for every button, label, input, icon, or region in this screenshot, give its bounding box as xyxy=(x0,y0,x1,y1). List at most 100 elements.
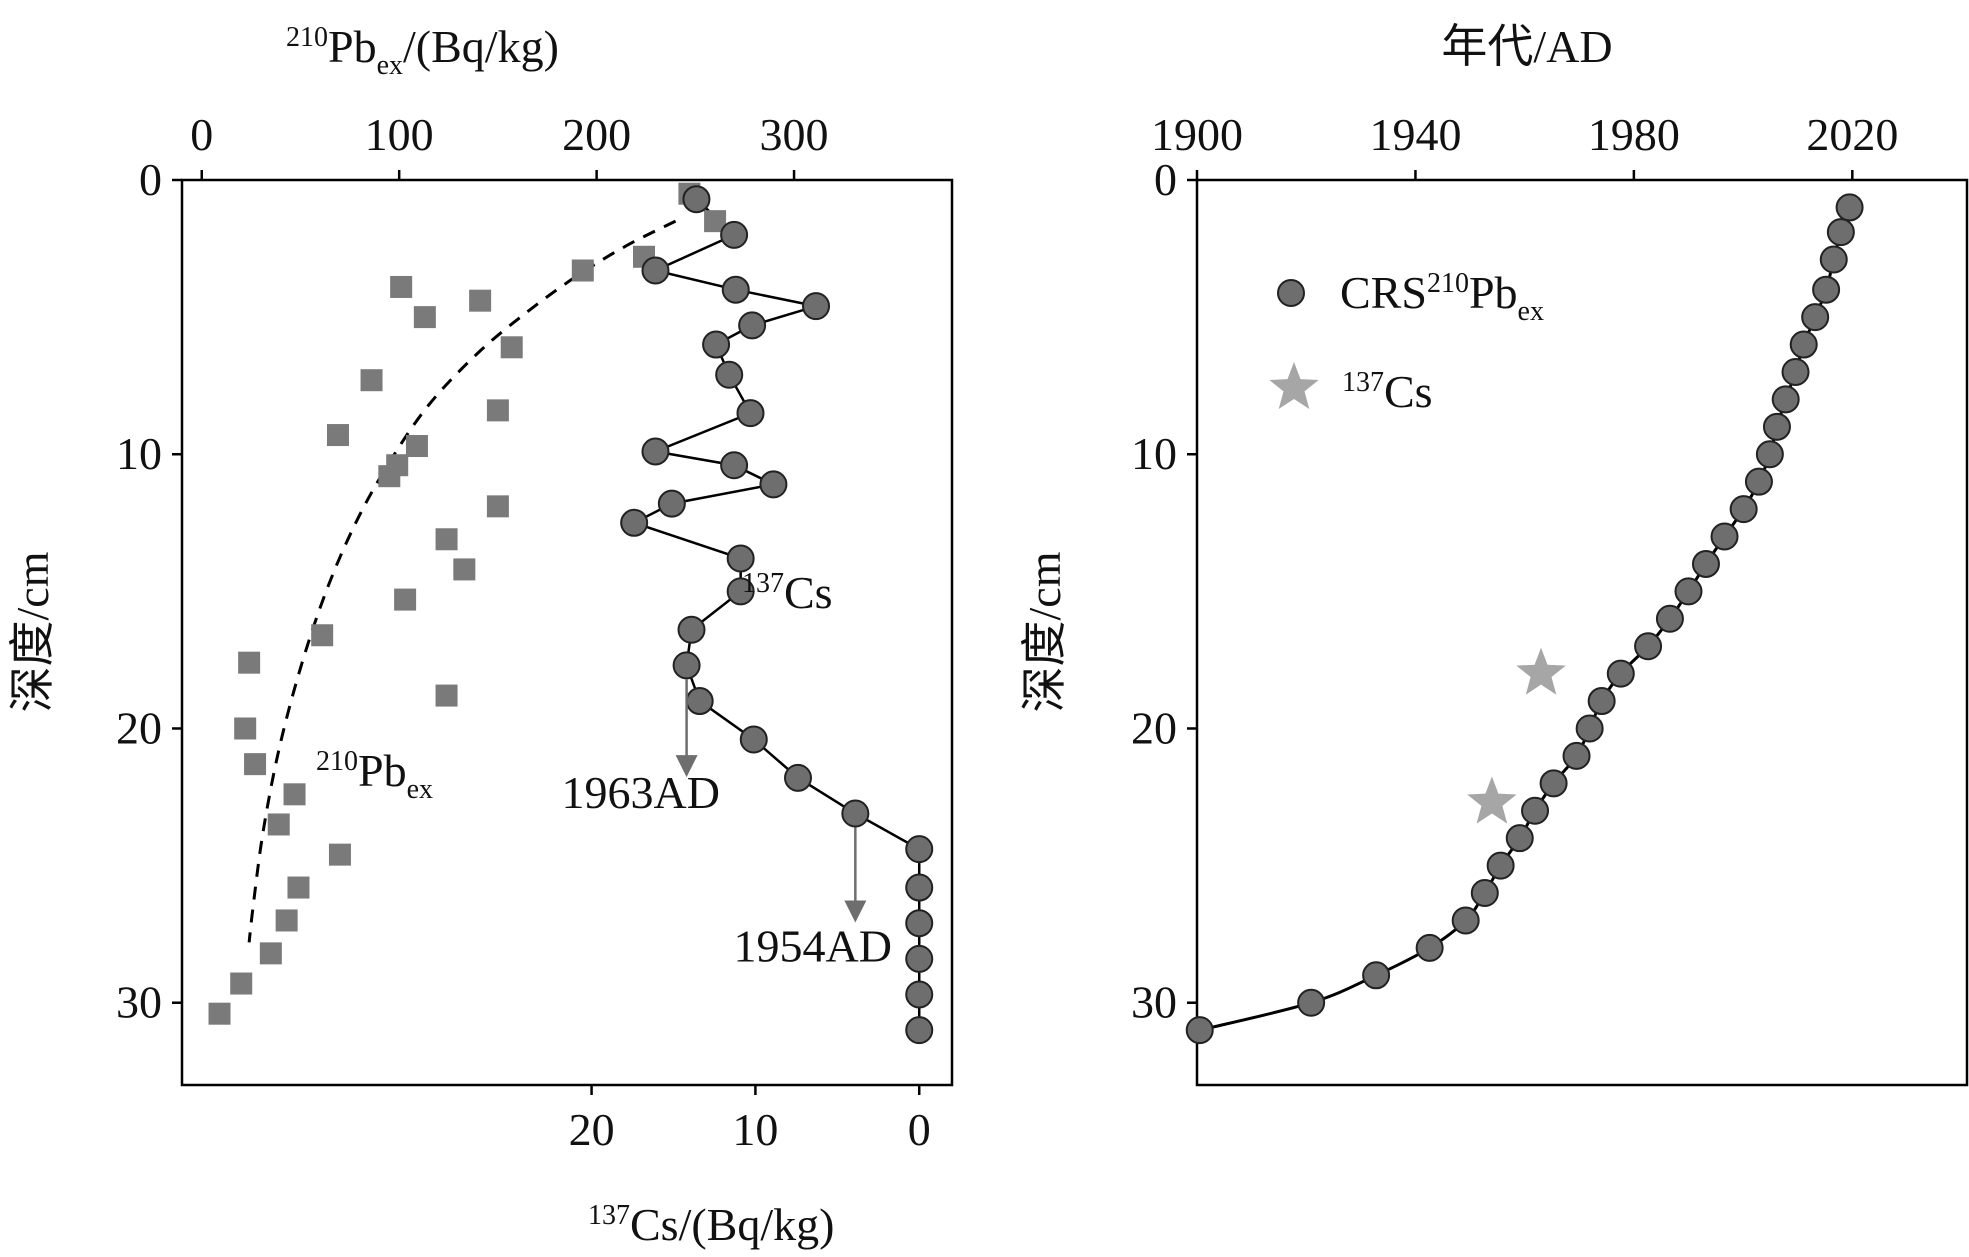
right-depth-tick-label: 0 xyxy=(1154,154,1177,205)
left-top-axis-title-base: Pb xyxy=(328,21,377,72)
pb210-point xyxy=(378,465,401,488)
crs210-point xyxy=(1826,218,1855,247)
crs210-point xyxy=(1744,467,1773,496)
cs137-series-label: 137Cs xyxy=(742,567,833,618)
crs210-point xyxy=(1575,714,1604,743)
pb210-point xyxy=(287,876,310,899)
crs210-point xyxy=(1729,495,1758,524)
crs210-point xyxy=(1812,275,1841,304)
crs210-point xyxy=(1562,741,1591,770)
legend-crs-label-base2: Pb xyxy=(1469,267,1518,318)
right-legend: CRS210Pbex 137Cs xyxy=(1269,267,1544,417)
left-bottom-tick-label: 20 xyxy=(569,1104,615,1155)
crs210-point xyxy=(1451,906,1480,935)
legend-cs-label: 137Cs xyxy=(1342,366,1433,417)
cs137-point xyxy=(905,1016,934,1045)
left-bottom-axis-ticks: 20 10 0 xyxy=(569,1085,931,1155)
right-depth-tick-label: 10 xyxy=(1131,428,1177,479)
pb210-point xyxy=(267,813,290,836)
cs137-point xyxy=(739,725,768,754)
annot-1963ad: 1963AD xyxy=(561,767,719,818)
crs210-point xyxy=(1771,385,1800,414)
cs137-point xyxy=(759,470,788,499)
crs210-point xyxy=(1801,303,1830,332)
legend-crs-label-base: CRS xyxy=(1340,267,1427,318)
crs210-point xyxy=(1710,522,1739,551)
pb210-point xyxy=(435,684,458,707)
right-y-axis-title: 深度/cm xyxy=(1019,551,1070,712)
left-bottom-tick-label: 0 xyxy=(908,1104,931,1155)
legend-crs-label: CRS210Pbex xyxy=(1340,267,1544,327)
pb210-point xyxy=(571,259,594,282)
cs137-point xyxy=(905,835,934,864)
cs137-point xyxy=(682,185,711,214)
left-depth-tick-label: 20 xyxy=(116,702,162,753)
legend-cs-label-sup: 137 xyxy=(1342,367,1384,398)
left-bottom-axis-title-sup: 137 xyxy=(588,1200,630,1231)
crs210-point xyxy=(1470,879,1499,908)
legend-cs137-star-icon xyxy=(1269,362,1319,409)
right-top-axis-ticks: 1900 1940 1980 2020 xyxy=(1151,109,1898,180)
cs137-point xyxy=(726,544,755,573)
crs210-point xyxy=(1606,659,1635,688)
cs137-point xyxy=(720,220,749,249)
right-top-axis-title: 年代/AD xyxy=(1441,21,1612,72)
cs137-point xyxy=(721,275,750,304)
legend-crs-label-sub: ex xyxy=(1518,296,1544,327)
right-top-tick-label: 1940 xyxy=(1369,109,1461,160)
left-depth-tick-label: 10 xyxy=(116,428,162,479)
cs137-point xyxy=(738,311,767,340)
right-depth-tick-label: 20 xyxy=(1131,702,1177,753)
cs137-point xyxy=(715,360,744,389)
pb210-point xyxy=(394,588,417,611)
crs210-point xyxy=(1781,357,1810,386)
cs137-point xyxy=(657,489,686,518)
crs210-point xyxy=(1362,961,1391,990)
cs137-series-label-sup: 137 xyxy=(742,568,784,599)
right-plot-frame xyxy=(1195,178,1969,1087)
pb210-point xyxy=(238,651,261,674)
cs137-point xyxy=(905,980,934,1009)
cs137-point xyxy=(841,799,870,828)
crs210-point xyxy=(1539,769,1568,798)
crs210-point xyxy=(1819,245,1848,274)
cs137-point xyxy=(905,944,934,973)
cs137-point xyxy=(905,909,934,938)
pb210-fit-curve xyxy=(247,219,677,943)
cs137-series-label-base: Cs xyxy=(784,567,833,618)
crs210-point xyxy=(1486,851,1515,880)
pb210-point xyxy=(328,843,351,866)
cs137-profile-line xyxy=(630,198,921,1031)
cs137-arrow-head xyxy=(844,900,867,923)
crs210-point xyxy=(1415,933,1444,962)
pb210-point xyxy=(311,624,334,647)
pb210-series-label-sub: ex xyxy=(407,774,433,805)
left-depth-tick-label: 0 xyxy=(139,154,162,205)
cs137-point xyxy=(685,687,714,716)
crs210-point xyxy=(1521,796,1550,825)
legend-cs-label-base: Cs xyxy=(1384,366,1433,417)
cs137-point xyxy=(672,651,701,680)
cs137-arrow-head xyxy=(675,755,698,778)
pb210-point xyxy=(453,558,476,581)
crs210-points xyxy=(1185,193,1864,1045)
pb210-point xyxy=(405,435,428,458)
left-depth-tick-label: 30 xyxy=(116,977,162,1028)
left-bottom-axis-title: 137Cs/(Bq/kg) xyxy=(588,1199,834,1250)
right-depth-tick-label: 30 xyxy=(1131,977,1177,1028)
crs210-point xyxy=(1835,193,1864,222)
right-top-tick-label: 2020 xyxy=(1806,109,1898,160)
cs137-point xyxy=(802,292,831,321)
pb210-point xyxy=(259,942,282,965)
cs137-points xyxy=(620,185,934,1045)
right-panel: 1900 1940 1980 2020 0 10 20 30 年代/AD 深度/cm CRS… xyxy=(1019,21,1969,1087)
crs210-point xyxy=(1691,549,1720,578)
pb210-series-label-sup: 210 xyxy=(316,746,358,777)
pb210-point xyxy=(360,369,383,392)
crs-age-curve xyxy=(1199,206,1852,1032)
crs210-point xyxy=(1674,577,1703,606)
left-top-axis-title-sup: 210 xyxy=(286,22,328,53)
cs137-point xyxy=(905,873,934,902)
pb210-points xyxy=(208,182,727,1025)
